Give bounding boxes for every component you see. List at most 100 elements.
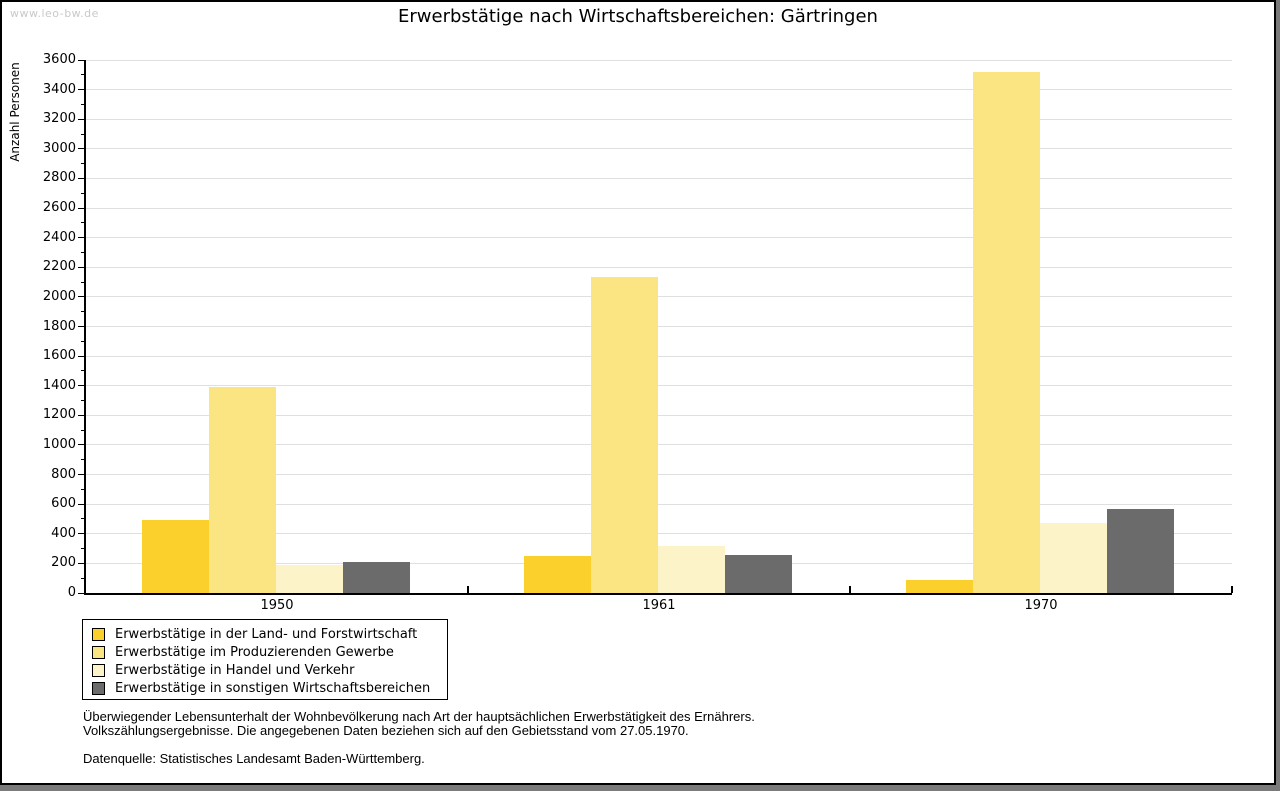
- y-tick-label-0: 0: [67, 585, 76, 600]
- gridline-1600: [86, 355, 1232, 357]
- gridline-800: [86, 474, 1232, 476]
- y-major-tick-3600: [78, 59, 84, 61]
- y-minor-tick-2900: [81, 163, 84, 165]
- y-minor-tick-2100: [81, 281, 84, 283]
- gridline-400: [86, 533, 1232, 535]
- legend-swatch-icon: [92, 645, 105, 659]
- y-minor-tick-1700: [81, 340, 84, 342]
- y-tick-label-2200: 2200: [42, 259, 76, 275]
- y-major-tick-0: [78, 592, 84, 594]
- y-minor-tick-500: [81, 518, 84, 520]
- y-major-tick-2800: [78, 177, 84, 179]
- y-major-tick-2600: [78, 207, 84, 209]
- y-tick-label-2800: 2800: [42, 170, 76, 186]
- y-major-tick-2000: [78, 296, 84, 298]
- y-tick-label-1000: 1000: [42, 436, 76, 452]
- y-tick-label-3000: 3000: [42, 140, 76, 156]
- y-minor-tick-300: [81, 548, 84, 550]
- y-tick-label-2000: 2000: [42, 288, 76, 304]
- x-category-label-1950: 1950: [260, 598, 294, 613]
- y-tick-label-3400: 3400: [42, 81, 76, 97]
- y-tick-label-2600: 2600: [42, 200, 76, 216]
- legend-label: Erwerbstätige in sonstigen Wirtschaftsbe…: [115, 680, 431, 696]
- bar-1961-series-4: [725, 555, 792, 593]
- footnote-line-2: Volkszählungsergebnisse. Die angegebenen…: [83, 723, 689, 738]
- y-major-tick-800: [78, 474, 84, 476]
- footnote-line-1: Überwiegender Lebensunterhalt der Wohnbe…: [83, 709, 755, 724]
- y-major-tick-1800: [78, 326, 84, 327]
- bar-1950-series-2: [209, 387, 276, 593]
- y-major-tick-1000: [78, 444, 84, 446]
- y-minor-tick-100: [81, 577, 84, 579]
- y-major-tick-3400: [78, 89, 84, 91]
- y-minor-tick-2300: [81, 251, 84, 253]
- x-boundary-tick-1: [467, 586, 469, 593]
- y-minor-tick-2700: [81, 192, 84, 194]
- bar-1970-series-1: [906, 579, 973, 593]
- x-boundary-tick-3: [1231, 586, 1233, 593]
- y-major-tick-1400: [78, 385, 84, 387]
- y-major-tick-1600: [78, 355, 84, 357]
- y-tick-label-1400: 1400: [42, 377, 76, 393]
- y-major-tick-3000: [78, 148, 84, 150]
- y-major-tick-400: [78, 533, 84, 535]
- y-minor-tick-1500: [81, 370, 84, 372]
- gridline-2400: [86, 237, 1232, 239]
- gridline-2800: [86, 177, 1232, 179]
- y-minor-tick-900: [81, 459, 84, 461]
- x-boundary-tick-2: [849, 586, 851, 593]
- y-minor-tick-3500: [81, 74, 84, 76]
- y-major-tick-2400: [78, 237, 84, 239]
- legend-item-2: Erwerbstätige im Produzierenden Gewerbe: [92, 643, 447, 661]
- chart-footnote: Überwiegender Lebensunterhalt der Wohnbe…: [83, 710, 755, 738]
- legend-label: Erwerbstätige in der Land- und Forstwirt…: [115, 626, 418, 642]
- x-category-label-1961: 1961: [642, 598, 676, 613]
- y-tick-label-1800: 1800: [42, 318, 76, 334]
- bar-1970-series-2: [973, 71, 1040, 593]
- y-minor-tick-3100: [81, 133, 84, 135]
- gridline-3200: [86, 118, 1232, 120]
- x-category-label-1970: 1970: [1024, 598, 1058, 613]
- gridline-1200: [86, 414, 1232, 416]
- legend-item-3: Erwerbstätige in Handel und Verkehr: [92, 661, 447, 679]
- y-tick-label-3200: 3200: [42, 111, 76, 127]
- y-tick-label-1200: 1200: [42, 407, 76, 423]
- y-tick-label-800: 800: [51, 466, 76, 482]
- gridline-600: [86, 503, 1232, 505]
- y-tick-label-400: 400: [51, 525, 76, 541]
- bar-1961-series-1: [524, 555, 591, 593]
- gridline-2000: [86, 296, 1232, 298]
- bar-1950-series-4: [343, 561, 410, 593]
- bar-1950-series-1: [142, 520, 209, 593]
- y-major-tick-3200: [78, 118, 84, 120]
- y-minor-tick-3300: [81, 103, 84, 105]
- y-minor-tick-1100: [81, 429, 84, 431]
- y-minor-tick-2500: [81, 222, 84, 224]
- gridline-2600: [86, 207, 1232, 209]
- legend-swatch-icon: [92, 627, 105, 641]
- gridline-1000: [86, 444, 1232, 446]
- chart-legend: Erwerbstätige in der Land- und Forstwirt…: [82, 619, 448, 700]
- bar-1970-series-3: [1040, 522, 1107, 593]
- y-major-tick-1200: [78, 414, 84, 416]
- y-tick-label-3600: 3600: [42, 52, 76, 67]
- legend-label: Erwerbstätige im Produzierenden Gewerbe: [115, 644, 394, 660]
- y-minor-tick-1300: [81, 400, 84, 402]
- bar-1961-series-3: [658, 545, 725, 593]
- legend-item-4: Erwerbstätige in sonstigen Wirtschaftsbe…: [92, 679, 447, 697]
- gridline-3400: [86, 89, 1232, 91]
- legend-label: Erwerbstätige in Handel und Verkehr: [115, 662, 355, 678]
- y-minor-tick-1900: [81, 311, 84, 313]
- y-axis: [84, 60, 86, 595]
- y-tick-label-200: 200: [51, 555, 76, 571]
- y-major-tick-600: [78, 503, 84, 505]
- leo-bw-watermark: www.leo-bw.de: [10, 7, 99, 20]
- gridline-1800: [86, 326, 1232, 327]
- gridline-2200: [86, 266, 1232, 268]
- bar-1950-series-3: [276, 564, 343, 593]
- data-source-note: Datenquelle: Statistisches Landesamt Bad…: [83, 751, 425, 766]
- gridline-3600: [86, 59, 1232, 61]
- legend-item-1: Erwerbstätige in der Land- und Forstwirt…: [92, 625, 447, 643]
- y-minor-tick-700: [81, 488, 84, 490]
